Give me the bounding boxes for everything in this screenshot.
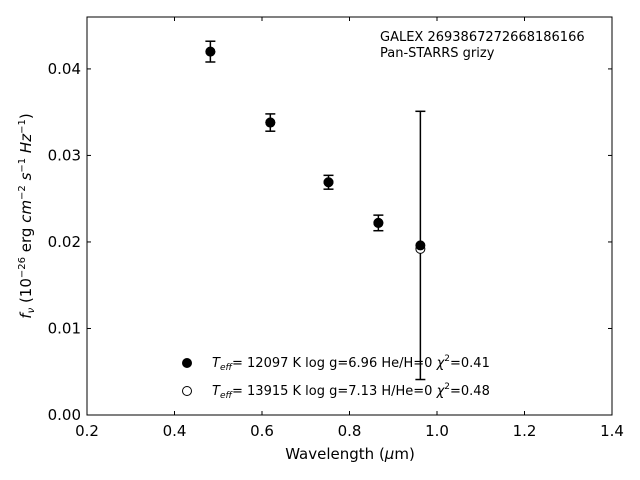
y-tick-label: 0.01 <box>48 319 81 337</box>
legend: Teff= 12097 K log g=6.96 He/H=0 χ2=0.41 … <box>182 354 490 401</box>
legend-marker-filled <box>182 358 192 368</box>
y-tick-label: 0.03 <box>48 146 81 164</box>
model-point-filled <box>323 177 334 188</box>
y-tick-label: 0.04 <box>48 60 81 78</box>
x-tick-label: 0.4 <box>163 422 187 440</box>
legend-entry-1: Teff= 12097 K log g=6.96 He/H=0 χ2=0.41 <box>212 354 490 373</box>
legend-marker-open <box>182 386 192 396</box>
y-tick-label: 0.00 <box>48 406 81 424</box>
annotation-line-2: Pan-STARRS grizy <box>380 46 495 61</box>
y-axis-label: fν (10−26 erg cm−2 s−1 Hz−1) <box>17 113 37 318</box>
model-point-filled <box>415 240 426 251</box>
x-ticks: 0.2 0.4 0.6 0.8 1.0 1.2 1.4 <box>75 17 624 440</box>
x-tick-label: 1.2 <box>513 422 537 440</box>
x-tick-label: 0.8 <box>338 422 362 440</box>
x-tick-label: 1.0 <box>425 422 449 440</box>
y-ticks: 0.00 0.01 0.02 0.03 0.04 <box>48 60 612 424</box>
x-tick-label: 0.6 <box>250 422 274 440</box>
x-axis-label: Wavelength (μm) <box>285 445 415 463</box>
plot-marks <box>205 40 426 381</box>
y-tick-label: 0.02 <box>48 233 81 251</box>
x-tick-label: 0.2 <box>75 422 99 440</box>
legend-entry-2: Teff= 13915 K log g=7.13 H/He=0 χ2=0.48 <box>212 382 490 401</box>
model-point-filled <box>373 217 384 228</box>
x-tick-label: 1.4 <box>600 422 624 440</box>
model-point-filled <box>265 117 276 128</box>
model-point-filled <box>205 46 216 57</box>
annotation-line-1: GALEX 2693867272668186166 <box>380 30 585 45</box>
